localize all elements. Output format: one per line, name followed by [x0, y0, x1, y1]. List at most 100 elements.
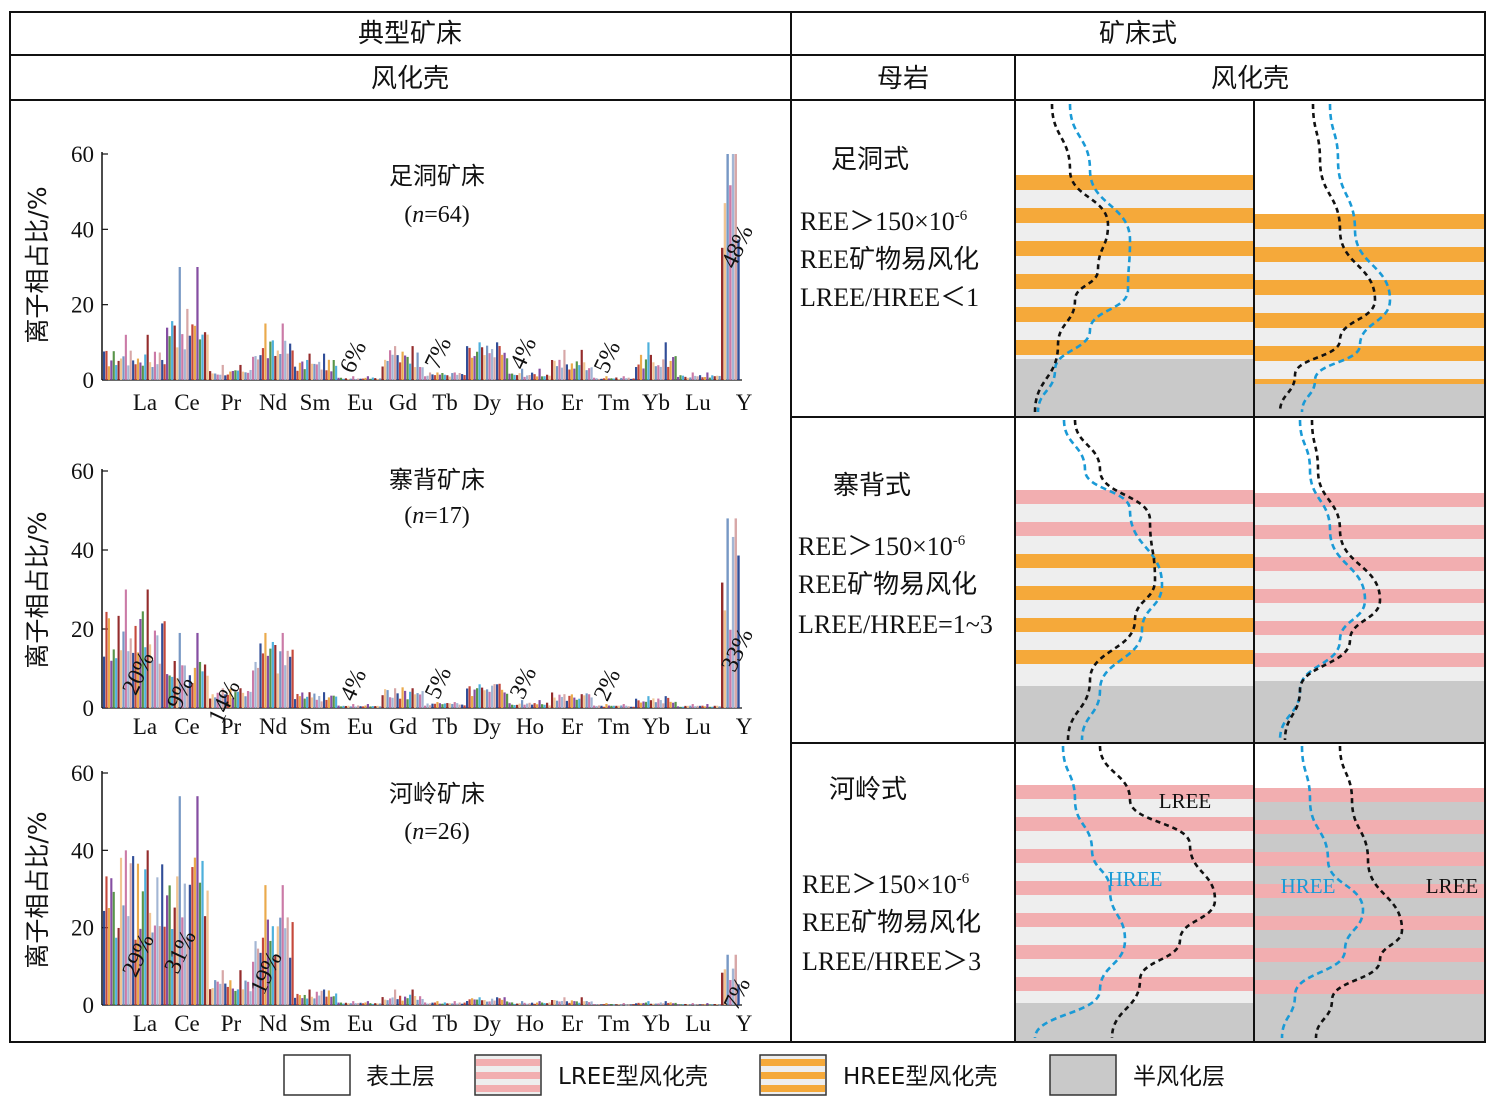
bar	[694, 706, 697, 708]
bar	[696, 376, 699, 380]
bar	[229, 371, 232, 380]
bar	[630, 378, 633, 380]
hree-curve-label: HREE	[1108, 867, 1163, 891]
bar	[729, 980, 732, 1005]
bar	[518, 1003, 521, 1005]
bar	[662, 1003, 665, 1005]
criterion-ree-content: REE＞150×10-6	[798, 532, 966, 561]
bar	[456, 703, 459, 708]
model-name: 足洞式	[831, 145, 909, 175]
bar	[411, 989, 414, 1005]
bar	[264, 323, 267, 380]
bar	[161, 623, 164, 708]
bar	[289, 656, 292, 708]
bar	[211, 694, 214, 708]
bar	[637, 364, 640, 380]
bar	[391, 697, 394, 708]
bar	[536, 376, 539, 380]
header-weathering-crust-left: 风化壳	[371, 64, 449, 94]
bar	[431, 374, 434, 380]
bar	[158, 663, 161, 708]
bar	[713, 705, 716, 708]
bar	[723, 969, 727, 1005]
bar	[279, 917, 282, 1005]
bar	[501, 689, 504, 708]
bar	[394, 989, 397, 1005]
bar	[578, 365, 581, 380]
bar	[384, 999, 387, 1005]
crust-stripe	[1016, 307, 1253, 322]
bar	[531, 372, 534, 380]
bar	[276, 926, 279, 1005]
bar	[158, 352, 161, 380]
bar	[610, 705, 613, 708]
bar	[301, 361, 304, 380]
bar	[226, 374, 229, 380]
chart-2: 0 20 40 60 离子相占比/% La Ce Pr Nd Sm Eu Gd Tb Dy Ho Er Tm Yb…	[23, 459, 759, 739]
x-tick-label: Tm	[598, 714, 630, 739]
bar	[301, 998, 304, 1005]
deposit-model-criteria: 足洞式 REE＞150×10-6 REE矿物易风化 LREE/HREE＜1 寨背式 REE…	[798, 145, 993, 976]
header-parent-rock: 母岩	[877, 64, 929, 94]
bar	[570, 363, 573, 380]
bar	[573, 368, 576, 380]
bar	[411, 346, 414, 380]
bar	[291, 922, 294, 1005]
bar	[330, 371, 333, 380]
bar	[342, 705, 345, 708]
bar-group-Nd	[252, 632, 294, 708]
bar-group-Nd	[252, 323, 294, 380]
criterion-ree-content: REE＞150×10-6	[802, 870, 970, 899]
bar	[306, 696, 309, 708]
bar	[211, 988, 214, 1005]
bar	[578, 698, 581, 708]
bar	[639, 1003, 643, 1005]
bar	[448, 1003, 451, 1005]
bar	[456, 1003, 459, 1005]
bar	[337, 1002, 340, 1005]
bar	[620, 1004, 623, 1006]
bar	[332, 360, 335, 380]
bar	[132, 856, 135, 1005]
bar	[588, 694, 591, 708]
bar	[496, 342, 499, 380]
bar	[595, 378, 598, 380]
bar	[226, 694, 229, 708]
bar	[488, 353, 491, 380]
bar	[404, 690, 407, 708]
bar	[105, 876, 108, 1005]
profile-r1-c1	[1016, 101, 1253, 416]
bar	[737, 984, 740, 1005]
bar	[541, 704, 544, 708]
bar	[352, 704, 355, 708]
bar	[615, 1004, 618, 1006]
bar	[531, 704, 534, 708]
bar	[543, 1003, 546, 1005]
bar	[381, 997, 384, 1005]
bar	[216, 692, 219, 708]
bar	[627, 377, 630, 380]
bar	[647, 1001, 650, 1005]
bar	[649, 1003, 652, 1005]
bar	[526, 375, 529, 380]
bar	[214, 373, 217, 380]
crust-stripe	[1255, 589, 1484, 603]
bar	[339, 706, 343, 708]
bar	[163, 926, 166, 1005]
bar	[254, 356, 257, 380]
bar	[463, 1002, 466, 1005]
bar	[481, 1000, 484, 1005]
crust-stripe	[1255, 346, 1484, 361]
bar	[141, 365, 144, 380]
bar	[414, 996, 417, 1005]
bar	[386, 690, 389, 708]
bar	[674, 356, 677, 380]
bar	[708, 706, 711, 708]
bar	[181, 665, 184, 708]
bar	[536, 1002, 539, 1005]
bar	[136, 652, 140, 708]
bar	[214, 980, 217, 1005]
bar	[132, 652, 135, 708]
chart-sample-count: (n=26)	[404, 819, 470, 845]
bar	[344, 705, 347, 708]
